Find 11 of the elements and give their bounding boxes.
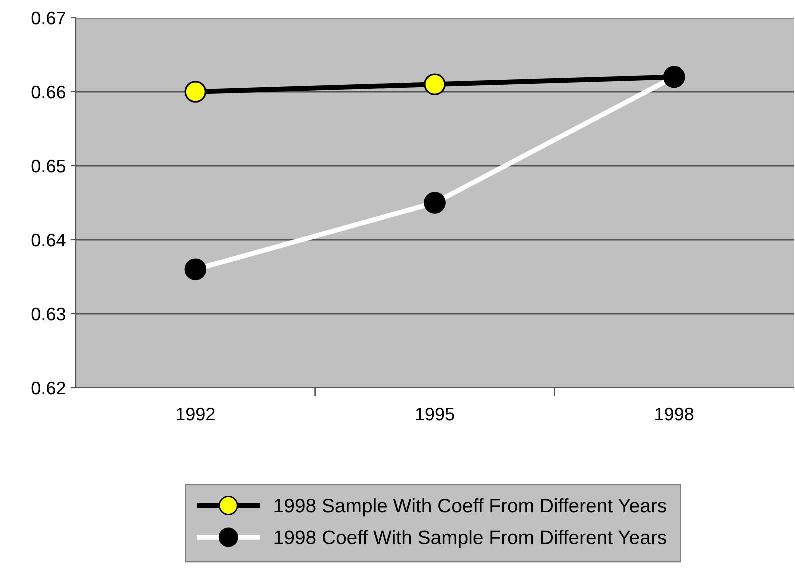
y-tick-label: 0.66 [32,86,66,99]
x-tick-label: 1992 [176,408,215,421]
legend-label: 1998 Sample With Coeff From Different Years [274,498,666,517]
y-tick-label: 0.67 [32,12,66,25]
legend-label: 1998 Coeff With Sample From Different Years [274,530,666,548]
x-tick-label: 1995 [416,408,454,421]
x-tick-label: 1998 [656,408,694,421]
y-tick-label: 0.62 [32,382,66,395]
y-tick-label: 0.63 [32,308,66,321]
y-tick-label: 0.64 [32,234,66,247]
y-tick-label: 0.65 [32,160,66,173]
